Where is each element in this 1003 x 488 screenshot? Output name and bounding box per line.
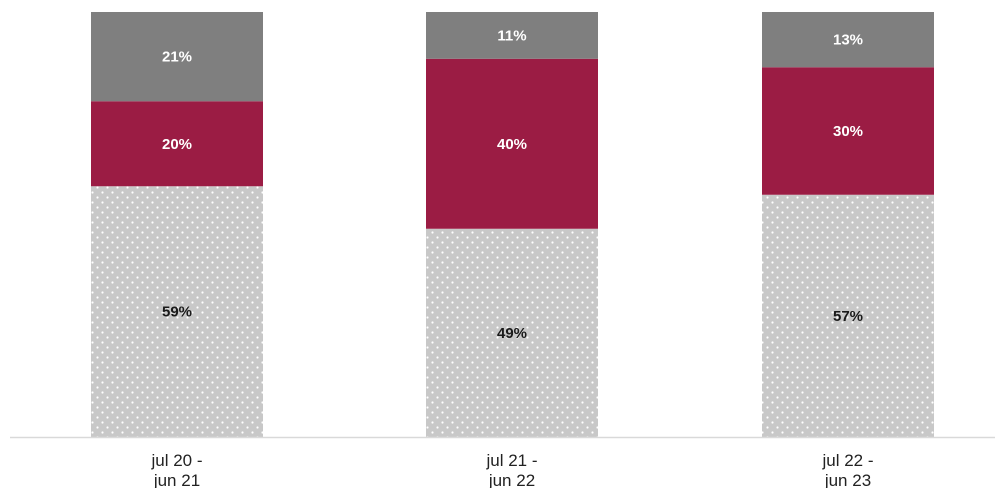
bar-segment-1-category-2 bbox=[426, 228, 598, 437]
x-tick-label-2-line-2: jun 22 bbox=[488, 471, 535, 488]
bar-segment-2-category-1 bbox=[91, 101, 263, 187]
data-label-2-category-3: 30% bbox=[833, 123, 863, 140]
bar-segment-1-category-1 bbox=[91, 186, 263, 437]
bar-segment-1-category-3 bbox=[762, 194, 934, 437]
x-tick-label-1-line-2: jun 21 bbox=[153, 471, 200, 488]
bar-segment-3-category-2 bbox=[426, 12, 598, 59]
data-label-1-category-2: 49% bbox=[497, 325, 527, 342]
bar-segment-3-category-3 bbox=[762, 12, 934, 68]
x-tick-label-2-line-1: jul 21 - bbox=[485, 451, 537, 470]
bar-segment-3-category-1 bbox=[91, 12, 263, 102]
data-label-3-category-3: 13% bbox=[833, 32, 863, 49]
data-label-3-category-2: 11% bbox=[497, 27, 526, 44]
x-tick-label-3-line-2: jun 23 bbox=[824, 471, 871, 488]
data-label-2-category-1: 20% bbox=[162, 136, 192, 153]
x-tick-label-1-line-1: jul 20 - bbox=[150, 451, 202, 470]
data-label-1-category-3: 57% bbox=[833, 308, 863, 325]
bar-segment-2-category-3 bbox=[762, 67, 934, 195]
segment-labels-group: 59% 20% 21% 49% 40% 11% 57% 30% 13% bbox=[162, 27, 863, 342]
bar-segment-2-category-2 bbox=[426, 58, 598, 229]
x-axis-tick-labels: jul 20 -jun 21 jul 21 -jun 22 jul 22 -jun … bbox=[150, 451, 873, 488]
data-label-3-category-1: 21% bbox=[162, 49, 192, 66]
x-tick-label-3-line-1: jul 22 - bbox=[821, 451, 873, 470]
bars-group bbox=[91, 12, 934, 437]
data-label-2-category-2: 40% bbox=[497, 136, 527, 153]
data-label-1-category-1: 59% bbox=[162, 304, 192, 321]
